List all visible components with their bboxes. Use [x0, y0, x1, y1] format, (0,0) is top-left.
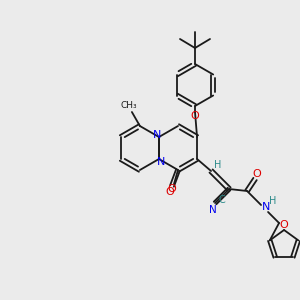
Text: O: O — [280, 220, 288, 230]
Text: H: H — [269, 196, 277, 206]
Text: N: N — [262, 202, 270, 212]
Text: O: O — [190, 111, 200, 121]
Text: O: O — [166, 187, 174, 197]
Text: H: H — [214, 160, 222, 170]
Text: O: O — [168, 184, 176, 194]
Text: N: N — [209, 205, 217, 215]
Text: O: O — [253, 169, 261, 179]
Text: C: C — [219, 195, 225, 205]
Text: N: N — [157, 157, 165, 167]
Text: CH₃: CH₃ — [121, 100, 137, 109]
Text: N: N — [153, 130, 161, 140]
